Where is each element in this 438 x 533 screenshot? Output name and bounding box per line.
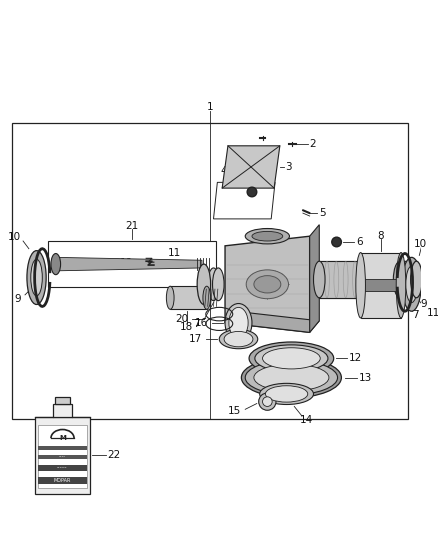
Bar xyxy=(35,417,90,494)
Ellipse shape xyxy=(241,358,341,398)
Bar xyxy=(364,279,398,291)
Ellipse shape xyxy=(225,303,252,342)
Text: 19: 19 xyxy=(120,258,133,268)
Polygon shape xyxy=(56,257,202,271)
Text: 11: 11 xyxy=(427,308,438,318)
Polygon shape xyxy=(213,182,275,219)
Text: MOPAR: MOPAR xyxy=(54,478,71,483)
Text: 9: 9 xyxy=(420,298,427,309)
Polygon shape xyxy=(222,146,280,188)
Ellipse shape xyxy=(197,264,211,304)
Ellipse shape xyxy=(229,308,248,338)
Text: 20: 20 xyxy=(175,314,188,324)
Ellipse shape xyxy=(399,261,410,298)
Bar xyxy=(170,286,207,309)
Text: 10: 10 xyxy=(413,239,427,249)
Text: 5: 5 xyxy=(319,208,326,218)
Circle shape xyxy=(247,187,257,197)
Ellipse shape xyxy=(393,261,407,298)
Circle shape xyxy=(259,393,276,410)
Text: ----: ---- xyxy=(59,454,66,459)
Ellipse shape xyxy=(27,251,46,304)
Text: 14: 14 xyxy=(300,415,313,425)
Bar xyxy=(48,241,216,287)
Text: 6: 6 xyxy=(230,169,237,179)
Text: 10: 10 xyxy=(8,232,21,242)
Ellipse shape xyxy=(219,329,258,349)
Bar xyxy=(55,397,70,403)
Text: 4: 4 xyxy=(220,166,227,176)
Ellipse shape xyxy=(255,345,328,372)
Ellipse shape xyxy=(260,383,314,405)
Bar xyxy=(39,465,87,471)
Ellipse shape xyxy=(224,332,253,347)
Bar xyxy=(39,455,87,459)
Text: M: M xyxy=(59,435,66,441)
Bar xyxy=(39,477,87,484)
Text: 17: 17 xyxy=(189,334,202,344)
Ellipse shape xyxy=(404,261,415,298)
Text: 16: 16 xyxy=(194,318,208,328)
Ellipse shape xyxy=(262,348,320,369)
Polygon shape xyxy=(225,311,319,333)
Ellipse shape xyxy=(411,261,422,298)
Bar xyxy=(360,253,401,318)
Ellipse shape xyxy=(254,276,281,293)
Text: 12: 12 xyxy=(349,353,362,364)
Text: ------: ------ xyxy=(57,465,68,471)
Ellipse shape xyxy=(406,266,417,303)
Ellipse shape xyxy=(396,253,406,318)
Ellipse shape xyxy=(314,261,325,298)
Ellipse shape xyxy=(402,257,421,311)
Ellipse shape xyxy=(208,268,219,301)
Ellipse shape xyxy=(51,254,60,274)
Text: 7: 7 xyxy=(194,319,200,329)
Text: 18: 18 xyxy=(180,321,193,332)
Circle shape xyxy=(332,237,341,247)
Ellipse shape xyxy=(245,229,290,244)
Text: 22: 22 xyxy=(108,450,121,461)
Polygon shape xyxy=(310,225,319,333)
Bar xyxy=(39,446,87,450)
Text: 8: 8 xyxy=(378,231,384,241)
Ellipse shape xyxy=(356,253,365,318)
Text: 13: 13 xyxy=(359,373,372,383)
Text: 6: 6 xyxy=(356,237,363,247)
Ellipse shape xyxy=(252,231,283,241)
Text: 11: 11 xyxy=(168,247,181,257)
Ellipse shape xyxy=(249,342,334,375)
Ellipse shape xyxy=(212,268,224,301)
Text: 7: 7 xyxy=(413,310,419,320)
Text: 1: 1 xyxy=(206,102,213,112)
Polygon shape xyxy=(225,236,310,333)
Circle shape xyxy=(262,397,272,407)
Bar xyxy=(11,123,408,419)
Ellipse shape xyxy=(254,364,329,391)
Text: 21: 21 xyxy=(125,221,138,231)
Bar xyxy=(39,425,87,488)
Ellipse shape xyxy=(265,386,308,402)
Text: 2: 2 xyxy=(310,139,316,149)
Text: 9: 9 xyxy=(14,294,21,304)
Ellipse shape xyxy=(31,259,42,296)
Ellipse shape xyxy=(245,360,338,395)
Ellipse shape xyxy=(203,286,211,309)
Bar xyxy=(53,403,72,417)
Ellipse shape xyxy=(166,286,174,309)
Ellipse shape xyxy=(246,270,289,298)
Text: 3: 3 xyxy=(286,162,292,172)
Text: 15: 15 xyxy=(228,406,241,416)
